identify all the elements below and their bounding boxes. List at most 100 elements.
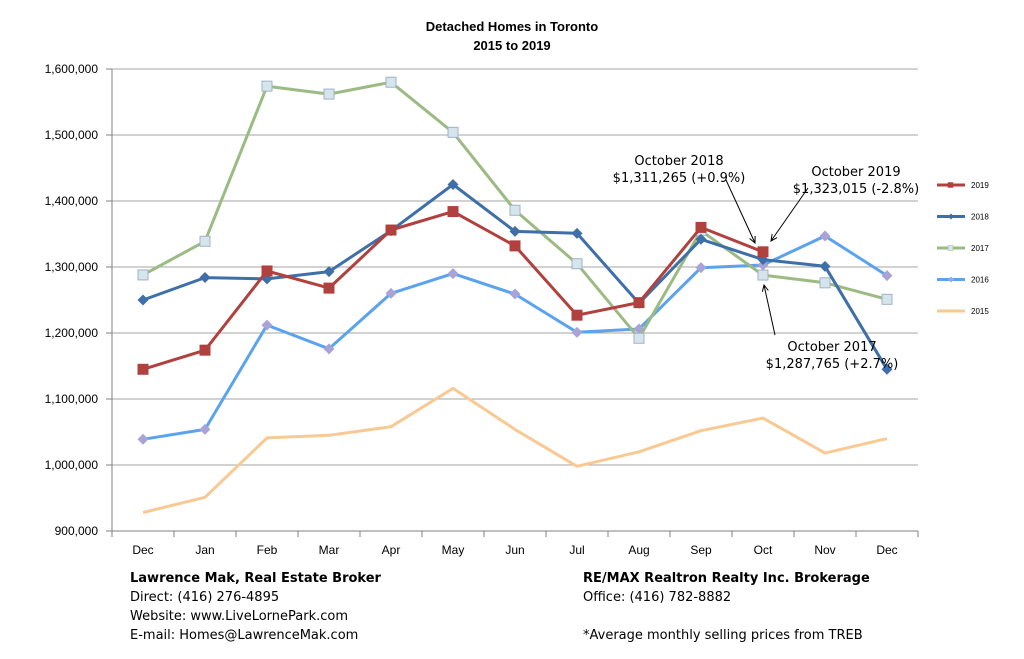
brokerage-office-phone: Office: (416) 782-8882 <box>583 590 732 605</box>
series-line <box>142 234 888 441</box>
data-point <box>695 233 707 245</box>
annotation-arrow <box>763 284 776 336</box>
series-2017 <box>137 76 893 344</box>
y-tick-label: 1,200,000 <box>45 326 99 340</box>
annotation-line: $1,287,765 (+2.7%) <box>766 357 899 372</box>
x-tick-label: May <box>442 543 465 557</box>
data-point <box>695 221 707 233</box>
data-point <box>509 204 521 216</box>
data-point <box>323 282 335 294</box>
broker-email: E-mail: Homes@LawrenceMak.com <box>130 628 359 643</box>
data-point <box>571 258 583 270</box>
data-point <box>881 293 893 305</box>
data-point <box>819 260 831 272</box>
data-point <box>199 272 211 284</box>
annotation: October 2019 $1,323,015 (-2.8%) <box>770 165 919 242</box>
data-point <box>881 270 893 282</box>
legend-marker <box>948 213 954 220</box>
arrowhead <box>761 283 769 292</box>
data-point <box>757 246 769 258</box>
x-tick-label: Feb <box>257 543 278 557</box>
data-point <box>881 363 893 375</box>
data-point <box>199 344 211 356</box>
x-tick-label: Sep <box>690 543 712 557</box>
annotation-line: $1,311,265 (+0.9%) <box>613 171 746 186</box>
data-point <box>137 294 149 306</box>
data-point <box>571 227 583 239</box>
legend-label: 2016 <box>971 276 989 285</box>
annotation-line: $1,323,015 (-2.8%) <box>793 182 919 197</box>
x-tick-label: Nov <box>814 543 835 557</box>
x-tick-label: Mar <box>319 543 340 557</box>
x-tick-label: Jun <box>505 543 524 557</box>
chart-title: Detached Homes in Toronto <box>426 19 598 34</box>
legend-marker <box>947 245 954 251</box>
data-point <box>323 266 335 278</box>
x-tick-label: Jan <box>195 543 214 557</box>
data-point <box>323 343 335 355</box>
data-point <box>509 240 521 252</box>
legend-item: 2016 <box>937 276 989 285</box>
legend-marker <box>948 276 954 283</box>
line-chart: Detached Homes in Toronto 2015 to 2019 9… <box>45 19 990 557</box>
x-tick-label: Aug <box>628 543 649 557</box>
broker-name: Lawrence Mak, Real Estate Broker <box>130 571 381 586</box>
y-tick-label: 1,500,000 <box>45 128 99 142</box>
data-point <box>509 288 521 300</box>
data-point <box>385 76 397 88</box>
data-point <box>633 297 645 309</box>
broker-contact: Lawrence Mak, Real Estate Broker Direct:… <box>130 569 381 645</box>
y-tick-label: 1,100,000 <box>45 392 99 406</box>
data-point <box>757 269 769 281</box>
data-point <box>695 262 707 274</box>
x-tick-label: Apr <box>382 543 401 557</box>
data-point <box>385 224 397 236</box>
series-2019 <box>137 206 769 375</box>
y-tick-label: 1,600,000 <box>45 62 99 76</box>
data-point <box>323 88 335 100</box>
data-point <box>447 126 459 138</box>
arrowhead <box>770 234 778 242</box>
broker-website: Website: www.LiveLornePark.com <box>130 609 349 624</box>
legend-item: 2015 <box>937 307 989 316</box>
annotation-line: October 2019 <box>811 165 900 180</box>
legend-item: 2018 <box>937 213 989 222</box>
arrowhead <box>749 235 756 245</box>
data-point <box>819 277 831 289</box>
x-tick-label: Oct <box>754 543 773 557</box>
x-tick-label: Dec <box>132 543 153 557</box>
data-point <box>261 80 273 92</box>
data-point <box>261 265 273 277</box>
series-line <box>142 210 764 371</box>
data-point <box>571 309 583 321</box>
annotation-arrow <box>725 179 756 244</box>
data-point <box>385 287 397 299</box>
data-point <box>137 363 149 375</box>
annotation: October 2017 $1,287,765 (+2.7%) <box>761 283 899 372</box>
y-tick-label: 1,000,000 <box>45 458 99 472</box>
legend-item: 2017 <box>937 244 989 253</box>
data-point <box>819 230 831 242</box>
annotation-line: October 2018 <box>634 154 723 169</box>
data-point <box>199 423 211 435</box>
brokerage-name: RE/MAX Realtron Realty Inc. Brokerage <box>583 571 870 586</box>
x-tick-label: Dec <box>876 543 897 557</box>
legend-label: 2019 <box>971 181 989 190</box>
data-point <box>633 332 645 344</box>
data-point <box>447 206 459 218</box>
x-tick-label: Jul <box>569 543 584 557</box>
legend-marker <box>947 182 954 188</box>
y-tick-label: 1,400,000 <box>45 194 99 208</box>
y-tick-label: 1,300,000 <box>45 260 99 274</box>
data-point <box>137 269 149 281</box>
legend-label: 2018 <box>971 213 989 222</box>
data-point <box>447 179 459 190</box>
legend-label: 2017 <box>971 244 989 253</box>
data-point <box>137 433 149 445</box>
data-point <box>447 268 459 280</box>
annotation-line: October 2017 <box>787 340 876 355</box>
brokerage-contact: RE/MAX Realtron Realty Inc. Brokerage Of… <box>583 569 870 645</box>
annotation-arrow <box>770 187 809 242</box>
y-tick-label: 900,000 <box>55 524 99 538</box>
data-point <box>261 319 273 331</box>
